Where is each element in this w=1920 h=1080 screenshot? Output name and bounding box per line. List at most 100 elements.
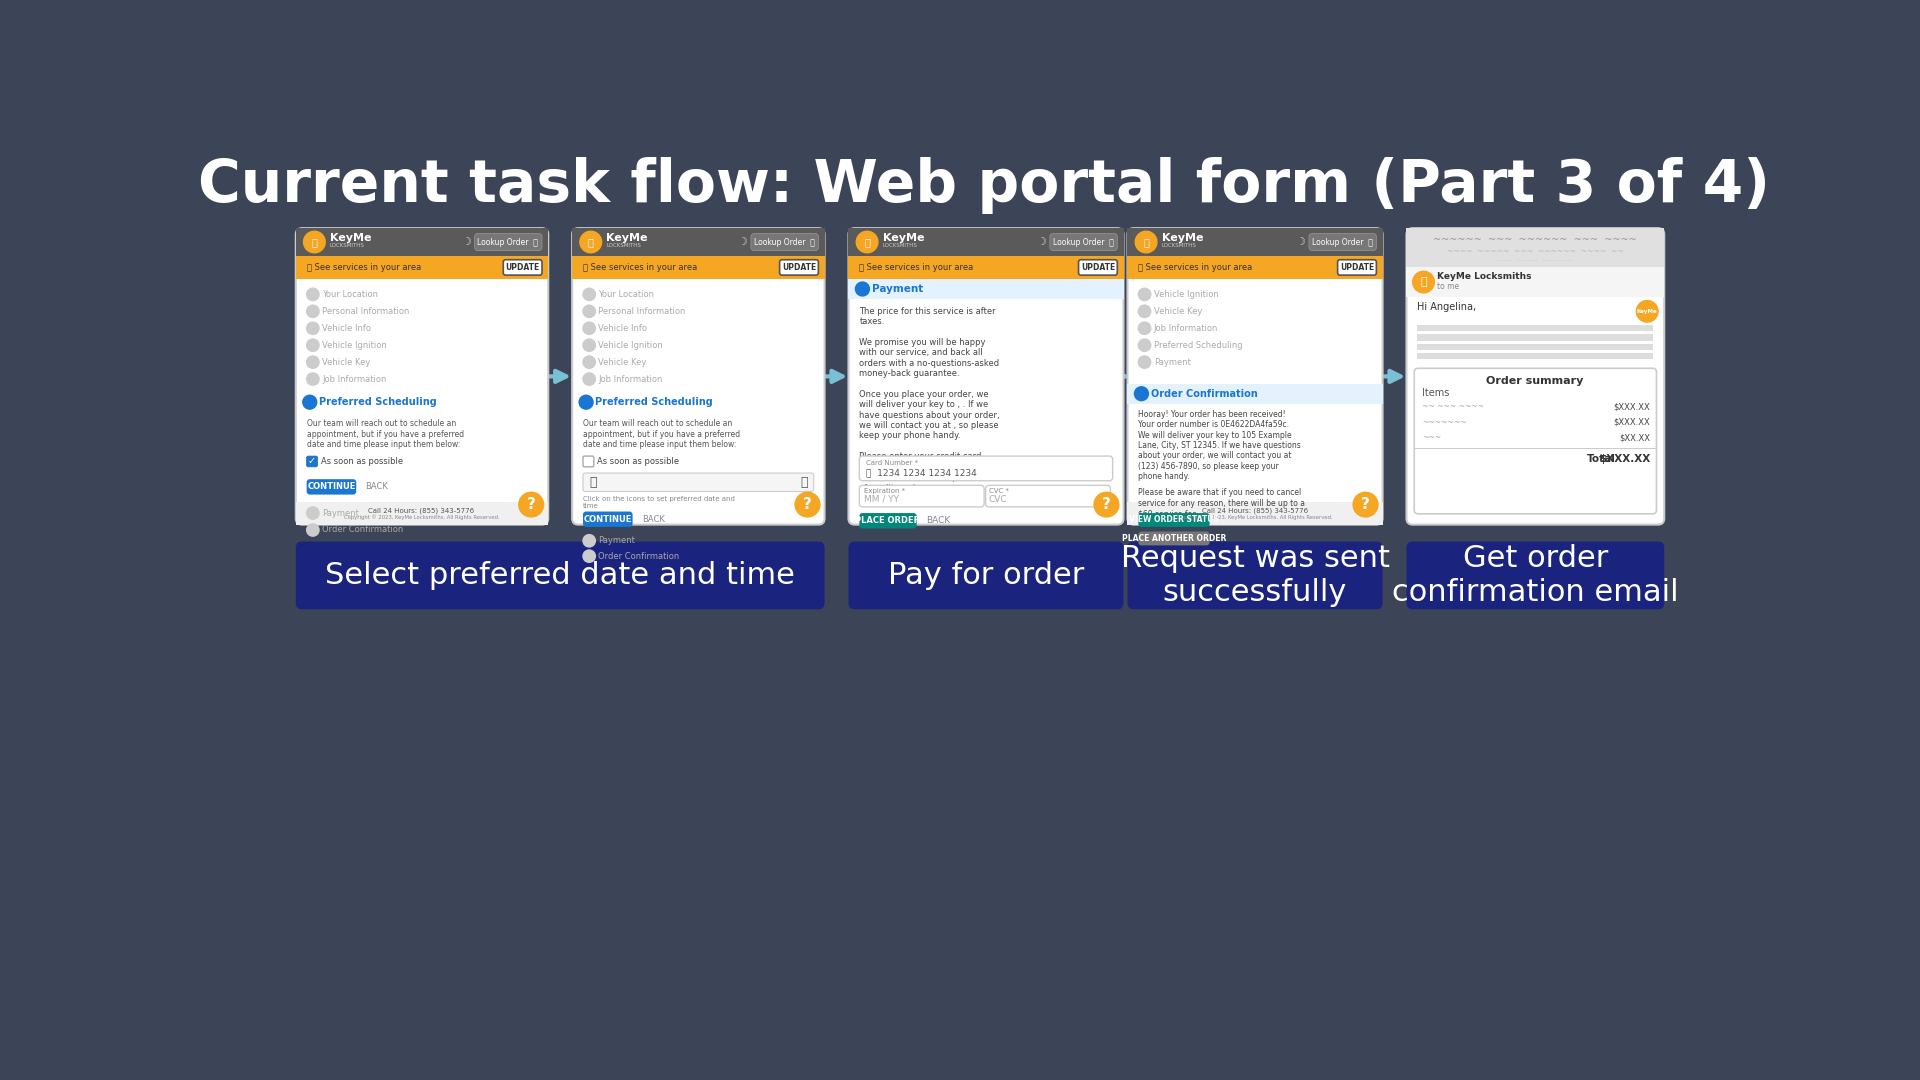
Circle shape [307, 306, 319, 318]
Text: Get order
confirmation email: Get order confirmation email [1392, 544, 1678, 607]
Bar [1417, 335, 1653, 340]
Circle shape [1094, 492, 1119, 517]
Text: ~~~: ~~~ [1423, 433, 1442, 442]
Text: Vehicle Info: Vehicle Info [323, 324, 371, 333]
Text: Lookup Order  🔍: Lookup Order 🔍 [755, 238, 814, 246]
Text: 📅: 📅 [589, 476, 597, 489]
Text: Total: Total [1586, 455, 1615, 464]
Text: Personal Information: Personal Information [323, 307, 409, 315]
Text: Lookup Order  🔍: Lookup Order 🔍 [1311, 238, 1373, 246]
FancyBboxPatch shape [1407, 541, 1665, 609]
Text: UPDATE: UPDATE [1081, 262, 1116, 272]
Circle shape [584, 306, 595, 318]
Text: Hi Angelina,: Hi Angelina, [1417, 301, 1476, 312]
Text: Vehicle Info: Vehicle Info [599, 324, 647, 333]
Circle shape [580, 395, 593, 409]
Text: CONTINUE: CONTINUE [584, 515, 632, 524]
Text: MM / YY: MM / YY [864, 495, 899, 503]
Text: Payment: Payment [599, 537, 636, 545]
Text: ~~~~~~~: ~~~~~~~ [1423, 418, 1467, 427]
FancyBboxPatch shape [1407, 228, 1665, 525]
Text: 📍 See services in your area: 📍 See services in your area [1139, 262, 1252, 272]
Bar [1417, 325, 1653, 332]
FancyBboxPatch shape [860, 485, 985, 507]
Circle shape [580, 231, 601, 253]
Text: CVC: CVC [989, 495, 1008, 503]
Text: Please be aware that if you need to cancel
service for any reason, there will be: Please be aware that if you need to canc… [1139, 488, 1306, 518]
Bar [296, 501, 549, 525]
Circle shape [1135, 387, 1148, 401]
FancyBboxPatch shape [1139, 513, 1210, 527]
Circle shape [303, 395, 317, 409]
Text: Vehicle Ignition: Vehicle Ignition [1154, 289, 1219, 299]
Bar [1127, 256, 1382, 279]
Text: $XXX.XX: $XXX.XX [1613, 418, 1651, 427]
Text: Our team will reach out to schedule an
appointment, but if you have a preferred
: Our team will reach out to schedule an a… [307, 419, 465, 449]
FancyBboxPatch shape [572, 228, 824, 525]
Text: ☽: ☽ [737, 237, 749, 247]
Text: ✓: ✓ [307, 457, 317, 467]
FancyBboxPatch shape [849, 541, 1123, 609]
Text: Job Information: Job Information [323, 375, 386, 383]
Text: Our team will reach out to schedule an
appointment, but if you have a preferred
: Our team will reach out to schedule an a… [584, 419, 739, 449]
Bar [849, 256, 1123, 279]
Circle shape [1636, 300, 1659, 322]
Circle shape [1139, 356, 1150, 368]
Text: ?: ? [803, 497, 812, 512]
Text: KeyMe Locksmiths: KeyMe Locksmiths [1438, 272, 1532, 281]
Text: $XXX.XX: $XXX.XX [1613, 402, 1651, 411]
Text: Pay for order: Pay for order [887, 561, 1085, 590]
Text: Vehicle Key: Vehicle Key [1154, 307, 1202, 315]
FancyBboxPatch shape [860, 456, 1114, 481]
FancyBboxPatch shape [1127, 541, 1382, 609]
Text: Call 24 Hours: (855) 343-5776: Call 24 Hours: (855) 343-5776 [369, 508, 474, 514]
Bar [296, 228, 549, 256]
Text: ☽: ☽ [1296, 237, 1306, 247]
Text: ~~~~~~  ~~~  ~~~~~~  ~~~  ~~~~: ~~~~~~ ~~~ ~~~~~~ ~~~ ~~~~ [1432, 235, 1638, 245]
Text: Vehicle Ignition: Vehicle Ignition [599, 340, 662, 350]
Circle shape [1135, 231, 1158, 253]
FancyBboxPatch shape [296, 541, 824, 609]
FancyBboxPatch shape [584, 512, 632, 527]
Text: Your Location: Your Location [599, 289, 655, 299]
FancyBboxPatch shape [1309, 233, 1377, 251]
Text: Items: Items [1423, 388, 1450, 397]
Text: Request was sent
successfully: Request was sent successfully [1121, 544, 1390, 607]
Circle shape [584, 322, 595, 335]
Text: Preferred Scheduling: Preferred Scheduling [319, 397, 438, 407]
Text: Copyright © 2023, KeyMe Locksmiths. All Rights Reserved.: Copyright © 2023, KeyMe Locksmiths. All … [344, 515, 499, 521]
Text: 🔑: 🔑 [1142, 237, 1148, 247]
Text: Order Confirmation: Order Confirmation [599, 552, 680, 561]
Circle shape [1139, 339, 1150, 351]
Text: 🕐: 🕐 [801, 476, 808, 489]
Bar [296, 256, 549, 279]
Text: Vehicle Key: Vehicle Key [323, 357, 371, 366]
FancyBboxPatch shape [307, 456, 317, 467]
Circle shape [1354, 492, 1379, 517]
Circle shape [856, 231, 877, 253]
FancyBboxPatch shape [985, 485, 1110, 507]
Text: Select preferred date and time: Select preferred date and time [324, 561, 795, 590]
FancyBboxPatch shape [1050, 233, 1117, 251]
Text: Preferred Scheduling: Preferred Scheduling [595, 397, 712, 407]
Text: BACK: BACK [365, 483, 388, 491]
Circle shape [307, 356, 319, 368]
Text: CVC *: CVC * [989, 488, 1008, 494]
Text: PLACE ORDER: PLACE ORDER [856, 516, 920, 525]
FancyBboxPatch shape [751, 233, 818, 251]
Text: CONTINUE: CONTINUE [307, 483, 355, 491]
Circle shape [1139, 322, 1150, 335]
FancyBboxPatch shape [1139, 531, 1210, 545]
Text: ?: ? [1102, 497, 1112, 512]
Text: ?: ? [1361, 497, 1371, 512]
Text: LOCKSMITHS: LOCKSMITHS [330, 243, 365, 248]
Text: Payment: Payment [323, 509, 359, 517]
Circle shape [518, 492, 543, 517]
Circle shape [307, 524, 319, 536]
Text: Job Information: Job Information [1154, 324, 1217, 333]
Bar [1127, 501, 1382, 525]
Text: Copyright © 2023, KeyMe Locksmiths. All Rights Reserved.: Copyright © 2023, KeyMe Locksmiths. All … [1177, 515, 1332, 521]
Circle shape [856, 282, 870, 296]
Text: Order Confirmation: Order Confirmation [1150, 389, 1258, 399]
Text: $XX.XX: $XX.XX [1619, 433, 1651, 442]
